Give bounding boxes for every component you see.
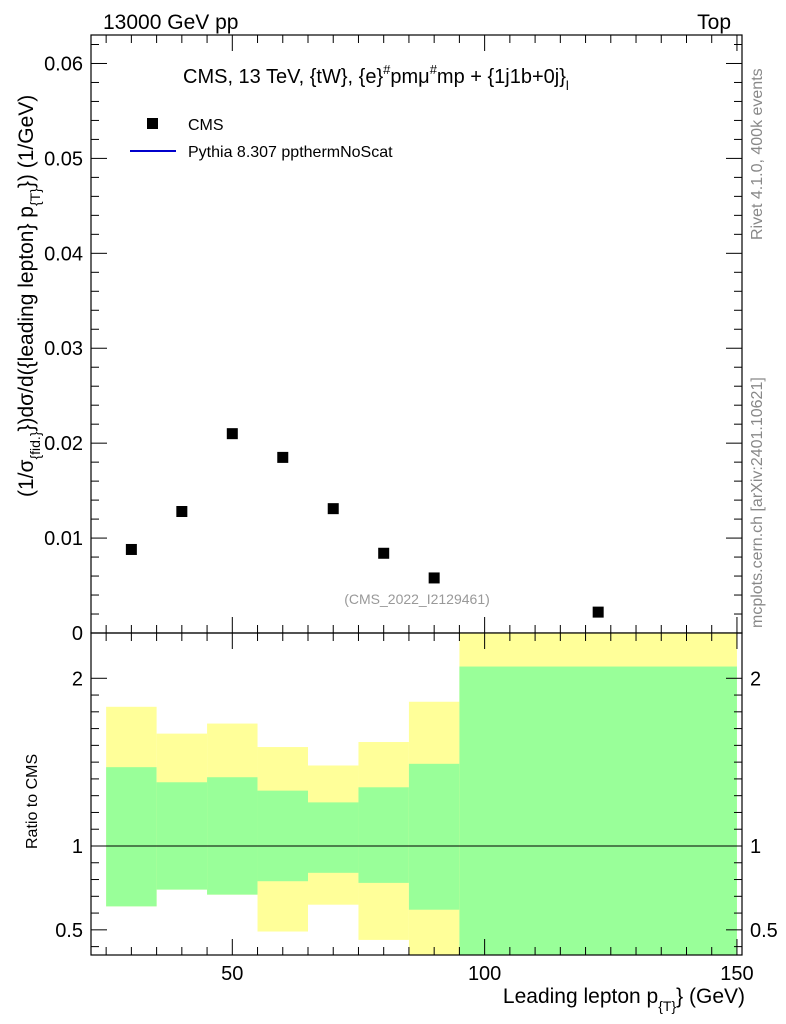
- ratio-band-green: [257, 790, 308, 882]
- main-panel: 0 0.01 0.02 0.03 0.04 0.05 0.06 CMS, 13 TeV, {…: [15, 34, 743, 645]
- main-ylabel-c: }) (1/GeV): [15, 95, 38, 188]
- data-point-cms: [327, 503, 339, 515]
- data-points: [125, 428, 604, 618]
- legend-marker-cms: [147, 118, 158, 129]
- chart-title-sub: l: [566, 78, 569, 93]
- data-point-cms: [592, 606, 604, 618]
- main-ylabel-b-sub: {T}: [27, 188, 43, 206]
- ratio-ytick-labels: 0.5 0.5 1 1 2 2: [55, 668, 778, 942]
- data-point-cms: [378, 547, 390, 559]
- main-ytick-label: 0.04: [44, 243, 83, 265]
- ratio-frame: [90, 632, 743, 956]
- chart-title-sup2: #: [430, 62, 438, 77]
- ratio-axis-ticks: [91, 633, 742, 955]
- source-label: mcplots.cern.ch [arXiv:2401.10621]: [749, 377, 766, 628]
- data-point-cms: [226, 428, 238, 440]
- ratio-band-green: [156, 782, 208, 890]
- analysis-watermark: (CMS_2022_I2129461): [344, 591, 490, 607]
- rivet-label: Rivet 4.1.0, 400k events: [749, 68, 766, 240]
- ratio-ytick-label-right: 2: [750, 668, 761, 690]
- main-ylabel: (1/σ{fid.}})dσ/d({leading lepton} p{T}})…: [15, 95, 43, 497]
- data-point-cms: [125, 543, 137, 555]
- ratio-band-green: [358, 787, 409, 883]
- ratio-band-green: [459, 666, 737, 955]
- data-point-cms: [176, 506, 188, 518]
- chart-title-sup1: #: [383, 62, 391, 77]
- ratio-xlabel-main: Leading lepton p: [503, 985, 658, 1008]
- data-point-cms: [277, 451, 289, 463]
- main-ytick-label: 0.02: [44, 433, 83, 455]
- ratio-band-green: [308, 802, 359, 873]
- chart-title-mid: pmμ: [390, 66, 429, 88]
- ratio-panel: 0.5 0.5 1 1 2 2 50 100 150 Ratio to CMS Leading…: [24, 632, 778, 1014]
- ratio-xtick-labels: 50 100 150: [221, 963, 753, 985]
- legend-label-pythia: Pythia 8.307 ppthermNoScat: [188, 144, 393, 161]
- data-point-cms: [428, 572, 440, 584]
- ratio-xtick-label: 100: [468, 963, 501, 985]
- ratio-ytick-label-right: 0.5: [750, 920, 778, 942]
- header-left: 13000 GeV pp: [103, 11, 238, 34]
- ratio-ytick-label: 0.5: [55, 920, 83, 942]
- legend: CMS Pythia 8.307 ppthermNoScat: [130, 117, 393, 161]
- legend-label-cms: CMS: [188, 117, 224, 134]
- ratio-xlabel-sub: {T}: [658, 998, 676, 1014]
- main-axis-ticks: [91, 35, 742, 634]
- ratio-ylabel: Ratio to CMS: [24, 754, 41, 849]
- ratio-xlabel-end: } (GeV): [676, 985, 745, 1008]
- main-ytick-label: 0.03: [44, 338, 83, 360]
- ratio-xtick-label: 150: [720, 963, 753, 985]
- main-ylabel-b: })dσ/d({leading lepton} p: [15, 206, 38, 431]
- ratio-xtick-label: 50: [221, 963, 243, 985]
- ratio-band-green: [106, 767, 157, 907]
- ratio-band-green: [207, 777, 258, 895]
- main-ylabel-a: (1/σ: [15, 459, 38, 497]
- main-ytick-label: 0.05: [44, 148, 83, 170]
- ratio-ytick-label: 2: [72, 668, 83, 690]
- ratio-bands: [106, 633, 737, 955]
- ratio-band-green: [408, 763, 460, 910]
- chart-title-end: mp + {1j1b+0j}: [437, 66, 566, 88]
- main-ytick-label: 0.01: [44, 528, 83, 550]
- chart-title: CMS, 13 TeV, {tW}, {e}#pmμ#mp + {1j1b+0j…: [183, 62, 569, 93]
- chart-title-main: CMS, 13 TeV, {tW}, {e}: [183, 66, 383, 88]
- main-ytick-labels: 0 0.01 0.02 0.03 0.04 0.05 0.06: [44, 53, 83, 645]
- ratio-ytick-label-right: 1: [750, 836, 761, 858]
- main-ytick-label: 0.06: [44, 53, 83, 75]
- ratio-xlabel: Leading lepton p{T}} (GeV): [503, 985, 745, 1014]
- ratio-ytick-label: 1: [72, 836, 83, 858]
- header-right: Top: [697, 11, 731, 34]
- main-ylabel-a-sub: {fid.}: [27, 431, 43, 459]
- main-ytick-label: 0: [72, 623, 83, 645]
